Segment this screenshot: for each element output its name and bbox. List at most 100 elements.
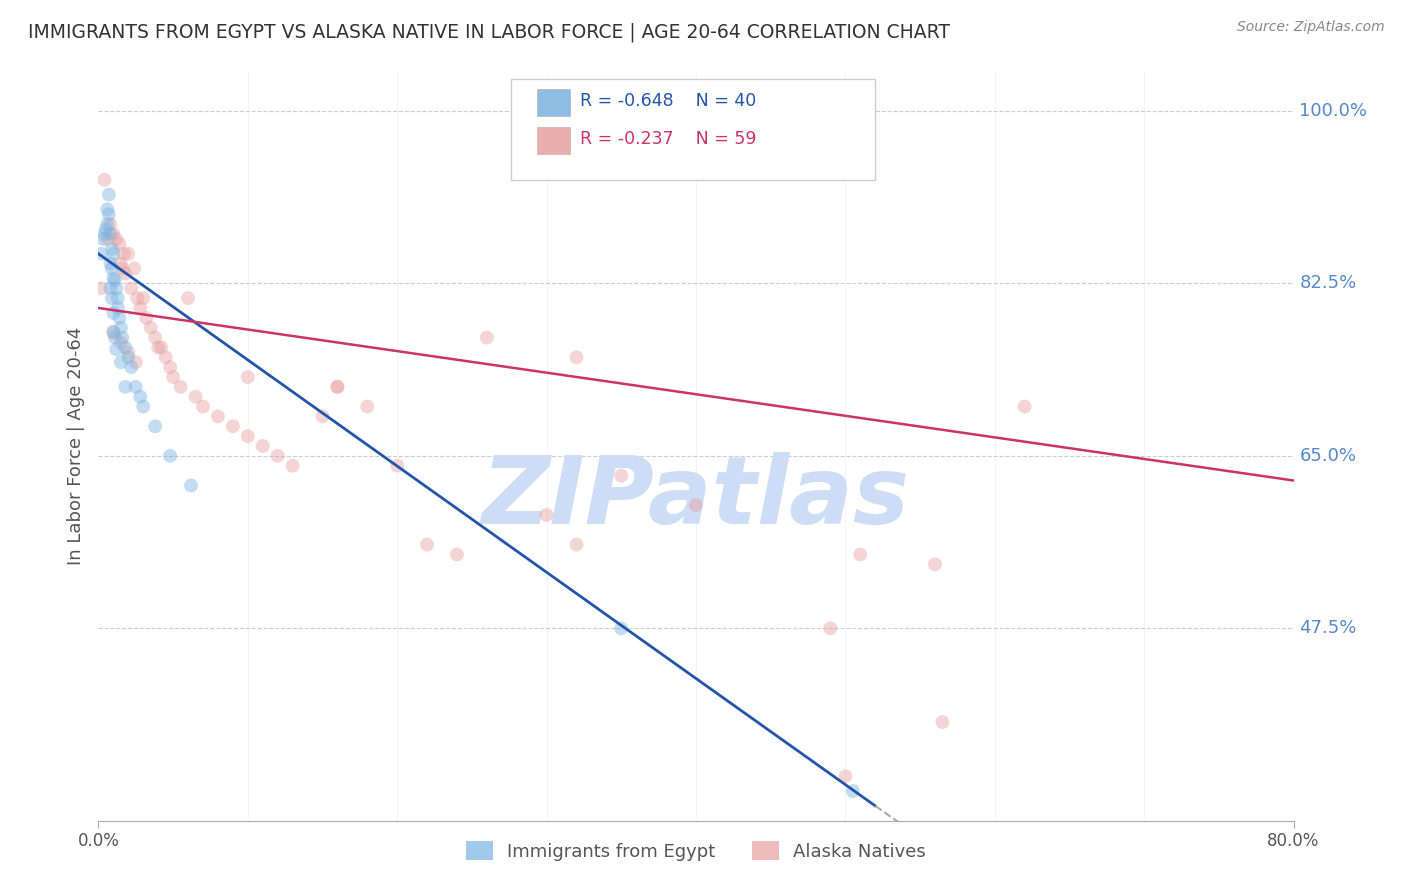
Point [132, 400, 155, 414]
Point [222, 419, 245, 434]
Point [127, 291, 149, 305]
Point [94, 222, 117, 236]
Y-axis label: In Labor Force | Age 20-64: In Labor Force | Age 20-64 [66, 326, 84, 566]
Point [125, 355, 148, 369]
Point [931, 714, 953, 729]
Point [820, 621, 842, 635]
Point [96, 217, 118, 231]
Point [159, 449, 181, 463]
Point [96, 232, 118, 246]
Point [169, 380, 191, 394]
Point [90, 281, 112, 295]
Text: Source: ZipAtlas.com: Source: ZipAtlas.com [1237, 20, 1385, 34]
Point [114, 267, 136, 281]
Text: 100.0%: 100.0% [1299, 102, 1368, 120]
Point [108, 236, 131, 251]
Point [311, 409, 333, 424]
Point [90, 246, 112, 260]
Point [105, 232, 128, 246]
Point [101, 242, 124, 256]
Point [117, 351, 139, 365]
Point [93, 173, 115, 187]
Point [110, 335, 132, 350]
Point [93, 227, 115, 241]
Point [610, 621, 633, 635]
Text: R = -0.648    N = 40: R = -0.648 N = 40 [581, 93, 756, 111]
Point [267, 449, 290, 463]
FancyBboxPatch shape [537, 127, 571, 153]
Point [849, 548, 872, 562]
Point [148, 340, 170, 354]
Point [191, 400, 214, 414]
Point [101, 261, 124, 276]
Text: 47.5%: 47.5% [1299, 619, 1357, 638]
Point [842, 784, 865, 798]
Point [103, 227, 125, 241]
Text: R = -0.237    N = 59: R = -0.237 N = 59 [581, 130, 756, 148]
Point [207, 409, 229, 424]
Point [685, 498, 707, 512]
Point [1014, 400, 1036, 414]
Point [326, 380, 349, 394]
Point [120, 281, 142, 295]
Point [475, 330, 498, 344]
Point [536, 508, 558, 522]
Point [236, 429, 259, 443]
Point [416, 538, 439, 552]
Point [107, 291, 129, 305]
Point [104, 273, 127, 287]
Point [103, 306, 125, 320]
Point [117, 345, 139, 359]
Point [105, 281, 128, 295]
Point [326, 380, 349, 394]
Point [565, 351, 588, 365]
Point [162, 370, 184, 384]
Point [98, 227, 122, 241]
Point [96, 202, 118, 217]
Point [114, 340, 136, 354]
Point [104, 330, 127, 344]
Point [252, 439, 274, 453]
Point [108, 310, 131, 325]
Point [565, 538, 588, 552]
Point [105, 343, 128, 357]
Point [97, 187, 120, 202]
Point [610, 468, 633, 483]
Point [356, 400, 378, 414]
Point [110, 355, 132, 369]
Point [103, 271, 125, 285]
FancyBboxPatch shape [510, 78, 875, 180]
Point [103, 246, 125, 260]
Point [114, 380, 136, 394]
Point [129, 390, 152, 404]
Point [124, 261, 146, 276]
Point [150, 340, 173, 354]
Point [155, 351, 177, 365]
FancyBboxPatch shape [537, 89, 571, 116]
Point [110, 320, 132, 334]
Point [143, 419, 166, 434]
Point [924, 558, 946, 572]
Point [98, 257, 122, 271]
Point [107, 301, 129, 315]
Point [120, 360, 142, 375]
Text: ZIPatlas: ZIPatlas [482, 452, 910, 544]
Point [180, 478, 202, 492]
Point [117, 246, 139, 260]
Point [281, 458, 304, 473]
Point [129, 301, 152, 315]
Point [139, 320, 162, 334]
Point [103, 325, 125, 339]
Text: IMMIGRANTS FROM EGYPT VS ALASKA NATIVE IN LABOR FORCE | AGE 20-64 CORRELATION CH: IMMIGRANTS FROM EGYPT VS ALASKA NATIVE I… [28, 22, 950, 42]
Point [112, 246, 135, 260]
Point [91, 232, 114, 246]
Point [98, 217, 122, 231]
Point [132, 291, 155, 305]
Point [135, 310, 157, 325]
Point [385, 458, 409, 473]
Point [110, 257, 132, 271]
Legend: Immigrants from Egypt, Alaska Natives: Immigrants from Egypt, Alaska Natives [458, 834, 934, 868]
Point [446, 548, 468, 562]
Point [103, 326, 125, 340]
Point [125, 380, 148, 394]
